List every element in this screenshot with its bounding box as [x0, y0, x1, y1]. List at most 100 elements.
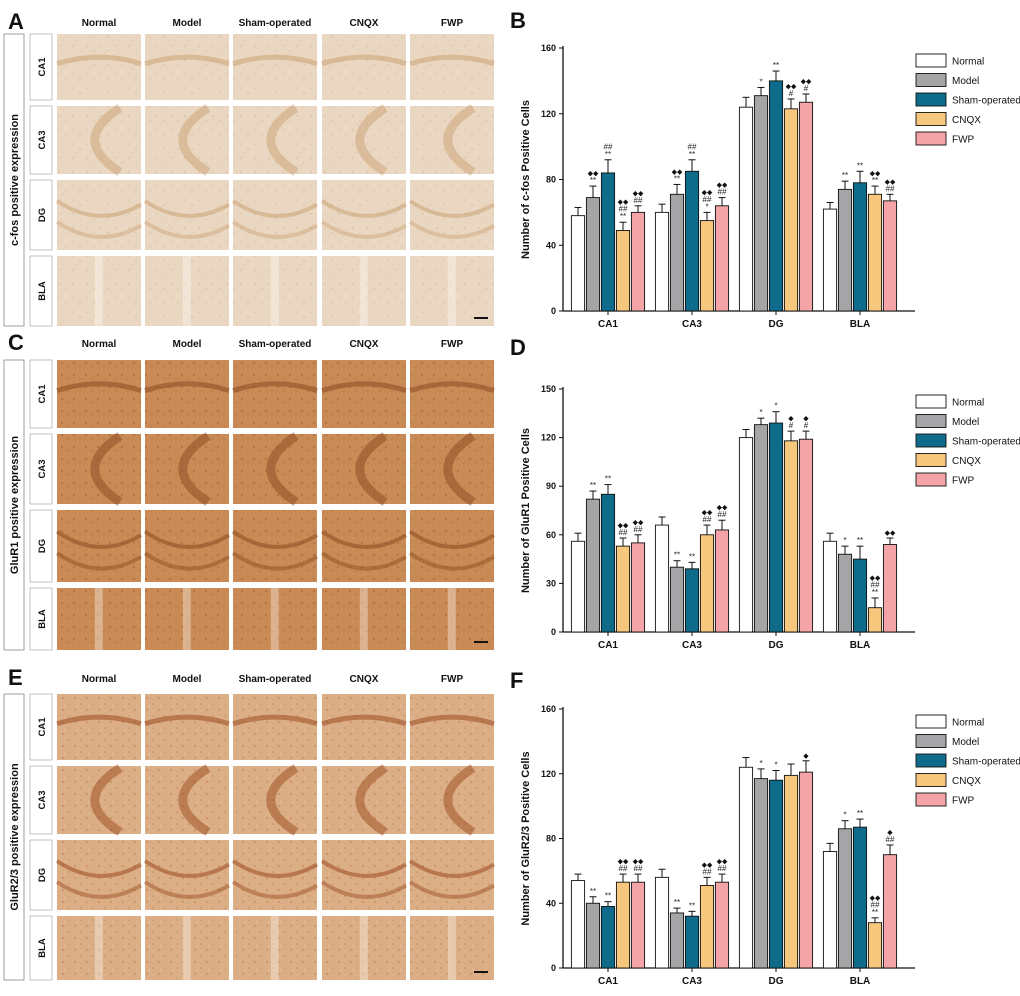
micrograph-image — [232, 694, 318, 760]
significance-marker: ** — [872, 588, 878, 597]
bar-model-bla — [837, 188, 853, 312]
bar-model-ca3 — [669, 193, 685, 312]
row-label-box — [29, 255, 53, 327]
column-header: Normal — [82, 18, 117, 29]
bar-sham-operated-dg — [768, 779, 784, 969]
column-header: FWP — [441, 18, 464, 29]
legend-swatch-normal — [915, 394, 947, 409]
significance-marker: ◆ — [788, 416, 794, 423]
row-label: DG — [37, 539, 48, 553]
micrograph-image — [233, 256, 317, 326]
micrograph-image — [57, 764, 141, 836]
significance-marker: ** — [605, 475, 611, 484]
bar-normal-ca3 — [654, 211, 670, 312]
bar-fwp-bla — [882, 544, 898, 633]
micrograph-image — [320, 840, 408, 910]
significance-marker: ◆◆ — [618, 199, 629, 206]
row-label-box — [29, 105, 53, 175]
significance-marker: ** — [689, 901, 695, 910]
significance-marker: ** — [605, 892, 611, 901]
micrograph-image — [55, 510, 143, 582]
column-header: CNQX — [350, 18, 379, 29]
side-title-box — [3, 359, 25, 651]
column-header: Sham-operated — [239, 674, 312, 685]
significance-marker: ◆◆ — [717, 505, 728, 512]
bar-normal-ca1 — [570, 880, 586, 969]
bar-normal-dg — [738, 106, 754, 312]
bar-normal-dg — [738, 766, 754, 969]
significance-marker: * — [774, 402, 777, 411]
legend-swatch-cnqx — [915, 112, 947, 126]
significance-marker: ** — [689, 552, 695, 561]
x-tick-label: CA1 — [598, 640, 618, 651]
x-tick-label: DG — [769, 640, 784, 651]
significance-marker: ◆ — [887, 829, 893, 836]
legend-label-fwp: FWP — [952, 135, 975, 146]
legend-label-cnqx: CNQX — [952, 456, 981, 467]
micrograph-image — [232, 34, 318, 100]
micrograph-image — [232, 360, 318, 428]
significance-marker: ** — [773, 61, 779, 70]
micrograph-image — [231, 180, 319, 250]
significance-marker: ◆◆ — [702, 862, 713, 869]
row-label: CA1 — [37, 717, 48, 737]
side-title: GluR1 positive expression — [9, 436, 21, 574]
significance-marker: ◆◆ — [672, 169, 683, 176]
legend-label-normal: Normal — [952, 57, 984, 68]
micrograph-image — [233, 588, 317, 650]
legend-swatch-sham-operated — [915, 433, 947, 448]
micrograph-image — [144, 34, 230, 100]
significance-marker: ◆◆ — [870, 895, 881, 902]
x-tick-label: BLA — [850, 319, 871, 330]
bar-normal-ca1 — [570, 540, 586, 633]
bar-sham-operated-ca1 — [600, 172, 616, 312]
side-title: c-fos positive expression — [9, 114, 21, 246]
y-tick-label: 0 — [551, 306, 556, 316]
significance-marker: ## — [718, 864, 727, 873]
micrograph-image — [322, 104, 406, 176]
significance-marker: ## — [871, 580, 880, 589]
significance-marker: ** — [605, 150, 611, 159]
bar-fwp-dg — [798, 101, 814, 312]
significance-marker: ## — [703, 515, 712, 524]
legend-swatch-normal — [915, 53, 947, 68]
micrograph-image — [145, 916, 229, 980]
significance-marker: ## — [718, 188, 727, 197]
panel-label-c: C — [8, 330, 24, 355]
bar-normal-bla — [822, 540, 838, 633]
legend-swatch-fwp — [915, 792, 947, 807]
bar-model-ca3 — [669, 912, 685, 969]
significance-marker: ◆◆ — [870, 171, 881, 178]
row-label: CA3 — [37, 459, 48, 478]
bar-fwp-ca3 — [714, 881, 730, 969]
bar-fwp-dg — [798, 438, 814, 633]
micrograph-image — [322, 588, 406, 650]
significance-marker: ** — [674, 174, 680, 183]
significance-marker: ## — [634, 196, 643, 205]
row-label: CA3 — [37, 130, 48, 149]
side-title-box — [3, 33, 25, 327]
bar-fwp-ca3 — [714, 529, 730, 633]
significance-marker: ◆◆ — [786, 83, 797, 90]
legend-swatch-cnqx — [915, 773, 947, 787]
bar-model-ca1 — [585, 197, 601, 312]
y-axis-label: Number of c-fos Positive Cells — [520, 100, 532, 259]
legend-label-cnqx: CNQX — [952, 115, 981, 126]
micrograph-image — [56, 694, 142, 760]
significance-marker: # — [804, 421, 809, 430]
row-label-box — [29, 587, 53, 651]
significance-marker: # — [789, 421, 794, 430]
micrograph-image — [231, 510, 319, 582]
y-tick-label: 40 — [546, 898, 556, 908]
y-tick-label: 150 — [541, 384, 556, 394]
x-tick-label: DG — [769, 319, 784, 330]
bar-sham-operated-ca3 — [684, 170, 700, 312]
bar-sham-operated-ca3 — [684, 915, 700, 969]
significance-marker: ◆◆ — [717, 859, 728, 866]
column-header: Sham-operated — [239, 18, 312, 29]
bar-cnqx-ca3 — [699, 884, 715, 969]
row-label-box — [29, 509, 53, 583]
significance-marker: # — [804, 84, 809, 93]
y-tick-label: 90 — [546, 481, 556, 491]
